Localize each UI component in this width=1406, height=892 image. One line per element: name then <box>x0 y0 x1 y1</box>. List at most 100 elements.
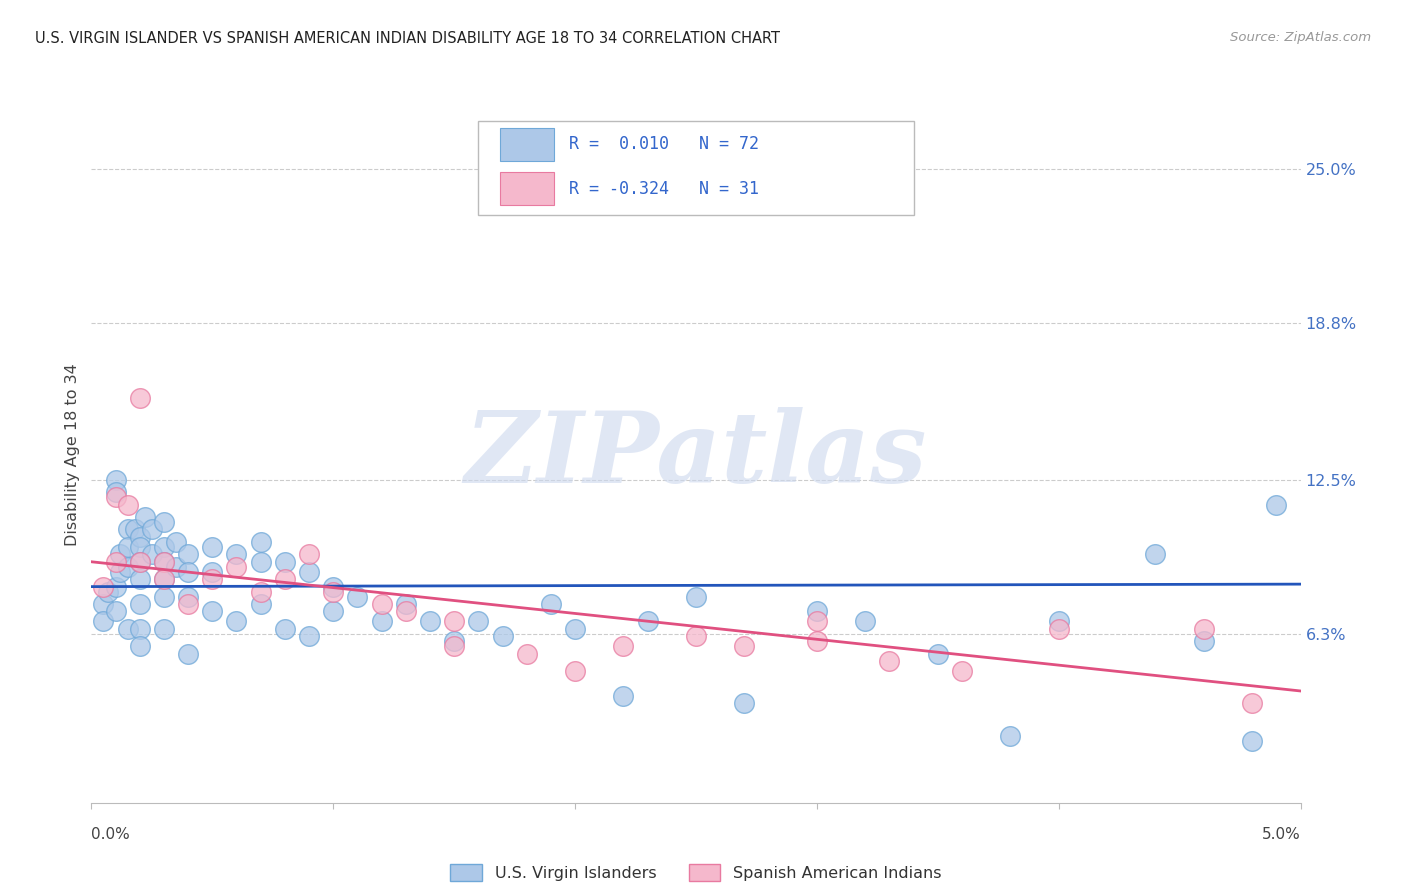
Point <box>467 615 489 629</box>
Point <box>128 572 150 586</box>
Point <box>564 622 586 636</box>
Point <box>128 391 150 405</box>
Point <box>637 615 659 629</box>
Point <box>322 580 344 594</box>
Point <box>322 584 344 599</box>
Point <box>201 572 224 586</box>
Point <box>249 584 271 599</box>
Point <box>153 572 176 586</box>
Point <box>346 590 368 604</box>
Point <box>110 547 132 561</box>
Point <box>117 540 139 554</box>
Point <box>1241 733 1264 747</box>
Point <box>274 572 297 586</box>
Point <box>225 547 247 561</box>
Point <box>443 634 465 648</box>
Point <box>177 565 200 579</box>
Text: ZIPatlas: ZIPatlas <box>465 407 927 503</box>
Point <box>491 629 513 643</box>
Point <box>104 473 127 487</box>
FancyBboxPatch shape <box>478 121 914 215</box>
Point <box>104 490 127 504</box>
Point <box>93 580 115 594</box>
Point <box>153 622 176 636</box>
Point <box>117 498 139 512</box>
Point <box>370 615 392 629</box>
Point <box>443 615 465 629</box>
Legend: U.S. Virgin Islanders, Spanish American Indians: U.S. Virgin Islanders, Spanish American … <box>443 856 949 888</box>
Point <box>201 565 224 579</box>
Point <box>201 605 224 619</box>
Point <box>1047 615 1070 629</box>
Point <box>516 647 538 661</box>
Point <box>1192 634 1215 648</box>
Point <box>153 590 176 604</box>
Point <box>612 639 634 653</box>
Point <box>853 615 876 629</box>
Point <box>201 540 224 554</box>
Point <box>564 664 586 678</box>
Text: 0.0%: 0.0% <box>91 827 131 841</box>
Point <box>298 547 321 561</box>
Point <box>298 629 321 643</box>
Text: 5.0%: 5.0% <box>1261 827 1301 841</box>
Point <box>128 597 150 611</box>
Text: Source: ZipAtlas.com: Source: ZipAtlas.com <box>1230 31 1371 45</box>
Point <box>950 664 973 678</box>
Point <box>249 555 271 569</box>
Point <box>153 572 176 586</box>
Point <box>1192 622 1215 636</box>
Point <box>124 523 146 537</box>
Text: R = -0.324   N = 31: R = -0.324 N = 31 <box>569 179 759 198</box>
Point <box>134 510 156 524</box>
Point <box>419 615 441 629</box>
Point <box>141 547 163 561</box>
Point <box>165 534 187 549</box>
Point <box>443 639 465 653</box>
Text: R =  0.010   N = 72: R = 0.010 N = 72 <box>569 136 759 153</box>
Point <box>110 565 132 579</box>
Point <box>298 565 321 579</box>
Point <box>93 615 115 629</box>
Point <box>141 523 163 537</box>
Point <box>177 597 200 611</box>
Point <box>177 590 200 604</box>
Point <box>153 515 176 529</box>
Point <box>370 597 392 611</box>
Point <box>322 605 344 619</box>
Point <box>128 622 150 636</box>
Point <box>612 689 634 703</box>
Point <box>274 622 297 636</box>
Point <box>733 697 755 711</box>
Point <box>104 605 127 619</box>
Point <box>249 534 271 549</box>
Point <box>128 555 150 569</box>
Point <box>733 639 755 653</box>
Point <box>1241 697 1264 711</box>
Point <box>879 654 901 668</box>
Y-axis label: Disability Age 18 to 34: Disability Age 18 to 34 <box>65 364 80 546</box>
Point <box>806 615 828 629</box>
Point <box>395 597 418 611</box>
Point <box>153 540 176 554</box>
Point <box>128 639 150 653</box>
Point <box>1265 498 1288 512</box>
Point <box>97 584 120 599</box>
Point <box>395 605 418 619</box>
Point <box>806 634 828 648</box>
Point <box>128 530 150 544</box>
Point <box>1000 729 1022 743</box>
Point <box>1144 547 1167 561</box>
Point <box>104 485 127 500</box>
Point <box>1047 622 1070 636</box>
Point <box>927 647 949 661</box>
Text: U.S. VIRGIN ISLANDER VS SPANISH AMERICAN INDIAN DISABILITY AGE 18 TO 34 CORRELAT: U.S. VIRGIN ISLANDER VS SPANISH AMERICAN… <box>35 31 780 46</box>
Point <box>225 615 247 629</box>
Bar <box>501 172 554 205</box>
Point <box>153 555 176 569</box>
Point <box>685 590 707 604</box>
Point <box>685 629 707 643</box>
Point <box>117 523 139 537</box>
Point <box>104 580 127 594</box>
Point <box>104 555 127 569</box>
